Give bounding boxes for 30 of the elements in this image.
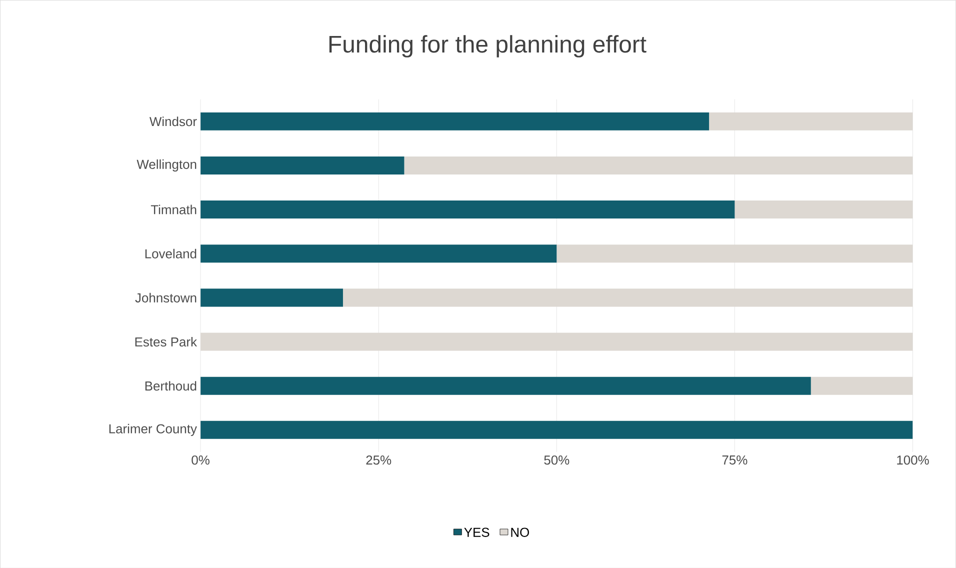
- y-tick-label: Berthoud: [145, 380, 196, 390]
- y-tick-label: Estes Park: [135, 336, 198, 346]
- x-tick-label: 75%: [722, 455, 748, 464]
- bar: [810, 376, 913, 395]
- bar: [404, 156, 913, 174]
- bar: [200, 156, 404, 174]
- bar: [556, 244, 913, 262]
- bar: [200, 288, 343, 307]
- bar: [709, 112, 913, 130]
- y-tick-label: Johnstown: [135, 292, 196, 302]
- x-tick-label: 100%: [897, 455, 929, 464]
- y-tick-label: Wellington: [136, 159, 196, 172]
- bar: [734, 200, 913, 218]
- bar: [200, 332, 913, 351]
- y-tick-label: Larimer County: [109, 424, 197, 436]
- bar: [200, 112, 710, 130]
- legend-label: YES: [464, 528, 490, 537]
- bar: [200, 200, 735, 218]
- chart-title: Funding for the planning effort: [329, 34, 646, 58]
- bar: [200, 420, 913, 439]
- bar: [200, 244, 557, 262]
- y-tick-label: Timnath: [150, 204, 196, 214]
- x-tick-label: 0%: [192, 455, 210, 464]
- y-tick-label: Loveland: [145, 248, 196, 258]
- bar: [342, 288, 913, 307]
- y-tick-label: Windsor: [149, 116, 197, 126]
- x-tick-label: 25%: [366, 455, 392, 464]
- legend-label: NO: [511, 528, 529, 537]
- x-tick-label: 50%: [544, 455, 570, 464]
- bar: [200, 376, 811, 395]
